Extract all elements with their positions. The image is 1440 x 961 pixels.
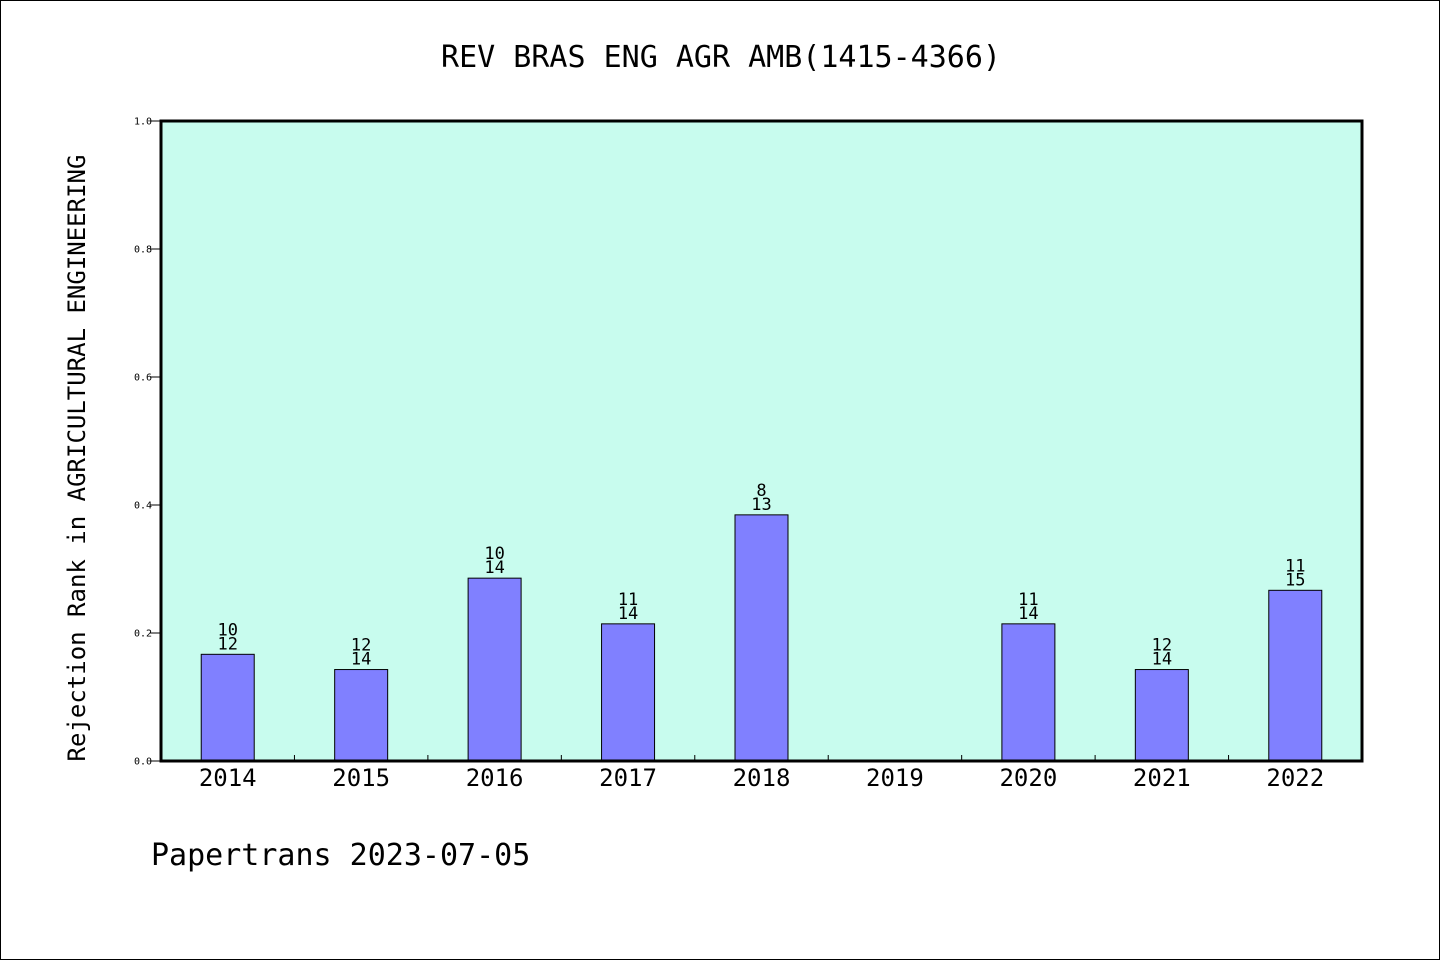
bars-layer xyxy=(200,514,1323,762)
bar-2016 xyxy=(467,577,522,762)
data-label-top-2015: 12 xyxy=(351,636,371,656)
plot-border xyxy=(159,119,1364,763)
data-label-top-2022: 11 xyxy=(1285,556,1305,576)
data-label-top-2018: 8 xyxy=(756,481,766,501)
y-axis-label: Rejection Rank in AGRICULTURAL ENGINEERI… xyxy=(63,155,91,762)
data-label-bottom-2014: 12 xyxy=(217,634,237,654)
x-tick-label-2014: 2014 xyxy=(199,764,257,792)
data-label-top-2014: 10 xyxy=(217,620,237,640)
x-tick-label-2022: 2022 xyxy=(1266,764,1324,792)
footer-credit: Papertrans 2023-07-05 xyxy=(151,838,530,873)
y-axis: 0.0 0.2 0.4 0.6 0.8 1.0 xyxy=(134,117,161,768)
data-label-top-2016: 10 xyxy=(484,544,504,564)
x-tick-label-2015: 2015 xyxy=(332,764,390,792)
x-tick-label-2021: 2021 xyxy=(1133,764,1191,792)
data-label-bottom-2015: 14 xyxy=(351,650,371,670)
bar-2015 xyxy=(334,669,389,762)
data-label-bottom-2022: 15 xyxy=(1285,570,1305,590)
data-label-bottom-2017: 14 xyxy=(618,604,638,624)
x-tick-label-2016: 2016 xyxy=(466,764,524,792)
bar-2020 xyxy=(1001,623,1056,762)
data-label-bottom-2018: 13 xyxy=(751,495,771,515)
bar-2014 xyxy=(200,653,255,762)
y-tick-label-0.6: 0.6 xyxy=(134,373,152,384)
x-axis: 2014 2015 2016 2017 2018 2019 2020 2021 2022 xyxy=(199,755,1324,792)
y-tick-label-0.2: 0.2 xyxy=(134,629,152,640)
bar-2022 xyxy=(1268,589,1323,762)
chart-title: REV BRAS ENG AGR AMB(1415-4366) xyxy=(441,40,1001,75)
data-label-bottom-2021: 14 xyxy=(1152,650,1172,670)
x-tick-label-2018: 2018 xyxy=(733,764,791,792)
bar-2021 xyxy=(1134,669,1189,762)
data-label-top-2020: 11 xyxy=(1018,590,1038,610)
y-tick-label-0.0: 0.0 xyxy=(134,757,152,768)
data-label-top-2017: 11 xyxy=(618,590,638,610)
x-tick-label-2020: 2020 xyxy=(999,764,1057,792)
x-tick-label-2019: 2019 xyxy=(866,764,924,792)
x-tick-label-2017: 2017 xyxy=(599,764,657,792)
y-tick-label-0.8: 0.8 xyxy=(134,245,152,256)
data-label-bottom-2016: 14 xyxy=(484,558,504,578)
data-label-top-2021: 12 xyxy=(1152,636,1172,656)
bar-2017 xyxy=(601,623,656,762)
bar-2018 xyxy=(734,514,789,762)
y-tick-label-1.0: 1.0 xyxy=(134,117,152,128)
data-label-bottom-2020: 14 xyxy=(1018,604,1038,624)
y-tick-label-0.4: 0.4 xyxy=(134,501,152,512)
